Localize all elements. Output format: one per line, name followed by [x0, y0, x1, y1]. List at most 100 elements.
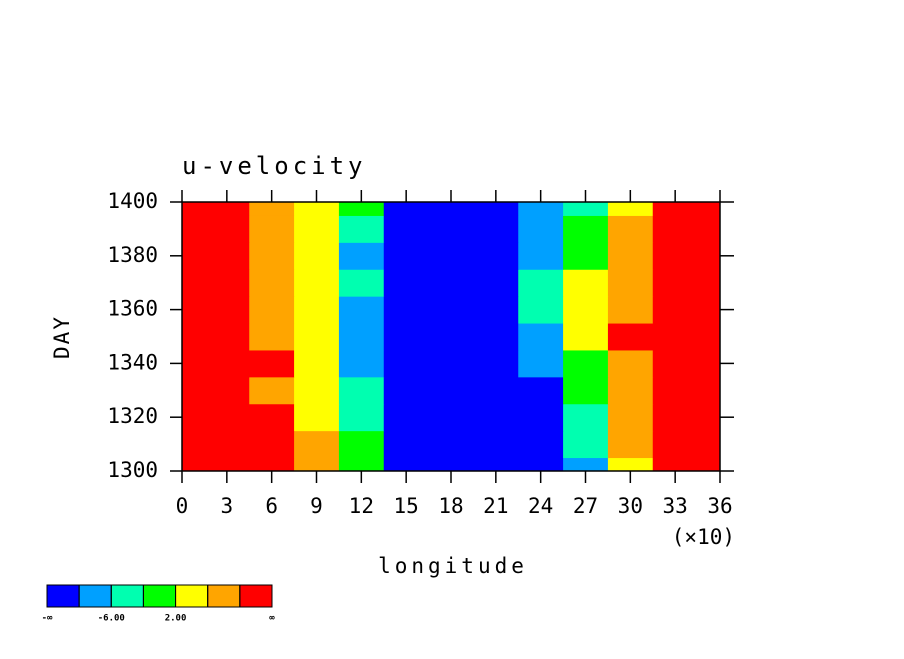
colorbar-box: [110, 584, 144, 608]
field-cell: [473, 269, 519, 297]
field-cell: [338, 269, 385, 297]
field-cell: [294, 242, 340, 270]
field-cell: [563, 269, 609, 297]
x-tick-label: 0: [176, 494, 189, 518]
x-tick-label: 15: [394, 494, 419, 518]
field-cell: [563, 430, 609, 459]
x-tick-label: 3: [221, 494, 234, 518]
field-cell: [294, 323, 340, 351]
field-cell: [652, 376, 699, 405]
field-cell: [518, 457, 564, 472]
field-cell: [294, 269, 340, 297]
field-cell: [473, 202, 519, 216]
colorbar-box: [142, 584, 177, 608]
field-cell: [182, 269, 205, 297]
field-cell: [249, 457, 295, 472]
field-cell: [563, 242, 609, 270]
field-cell: [652, 296, 699, 324]
colorbar-box: [46, 584, 80, 608]
field-cell: [204, 296, 250, 324]
field-cell: [607, 376, 654, 405]
field-cell: [338, 202, 385, 216]
field-cell: [697, 242, 721, 270]
field-cell: [294, 296, 340, 324]
field-cell: [652, 269, 699, 297]
field-cell: [294, 430, 340, 459]
field-cell: [697, 349, 721, 378]
field-cell: [607, 457, 654, 472]
field-cell: [428, 215, 474, 243]
x-tick-label: 33: [663, 494, 688, 518]
field-cell: [338, 242, 385, 270]
field-cell: [383, 215, 430, 243]
field-cell: [338, 430, 385, 459]
field-cell: [697, 457, 721, 472]
field-cell: [607, 349, 654, 378]
field-cell: [518, 296, 564, 324]
field-cell: [383, 376, 430, 405]
field-cell: [249, 403, 295, 432]
field-cell: [607, 242, 654, 270]
field-cell: [338, 457, 385, 472]
field-cell: [294, 376, 340, 405]
field-cell: [652, 323, 699, 351]
field-cell: [249, 430, 295, 459]
y-tick-label: 1360: [107, 297, 158, 321]
field-cell: [473, 323, 519, 351]
field-cell: [182, 376, 205, 405]
field-cell: [338, 215, 385, 243]
x-tick-label: 30: [618, 494, 643, 518]
colorbar-label: -∞: [42, 614, 53, 624]
field-cell: [182, 323, 205, 351]
colorbar-label: 2.00: [165, 614, 187, 624]
field-cell: [473, 242, 519, 270]
field-cell: [182, 457, 205, 472]
field-cell: [383, 403, 430, 432]
field-cell: [182, 403, 205, 432]
field-cell: [338, 349, 385, 378]
x-multiplier: (×10): [672, 525, 735, 549]
x-tick-label: 9: [310, 494, 323, 518]
field-cell: [518, 403, 564, 432]
field-cell: [607, 323, 654, 351]
colorbar-box: [78, 584, 112, 608]
field-cell: [338, 376, 385, 405]
field-cell: [473, 376, 519, 405]
field-cell: [428, 242, 474, 270]
field-cell: [182, 349, 205, 378]
field-cell: [473, 296, 519, 324]
field-cell: [563, 296, 609, 324]
colorbar-box: [207, 584, 241, 608]
field-cell: [607, 202, 654, 216]
field-cell: [652, 457, 699, 472]
field-cell: [383, 269, 430, 297]
x-tick-label: 24: [528, 494, 553, 518]
x-tick-label: 36: [707, 494, 732, 518]
field-cell: [697, 403, 721, 432]
x-tick-label: 27: [573, 494, 598, 518]
field-cell: [249, 202, 295, 216]
field-cell: [563, 403, 609, 432]
field-cell: [182, 215, 205, 243]
field-cell: [607, 215, 654, 243]
field-cell: [204, 202, 250, 216]
field-cell: [204, 457, 250, 472]
field-cell: [204, 215, 250, 243]
field-cell: [697, 430, 721, 459]
field-cell: [249, 269, 295, 297]
field-cell: [294, 457, 340, 472]
field-cell: [518, 323, 564, 351]
field-cell: [563, 376, 609, 405]
field-cell: [652, 403, 699, 432]
field-cell: [204, 376, 250, 405]
field-cell: [338, 403, 385, 432]
field-cell: [697, 376, 721, 405]
field-cell: [249, 349, 295, 378]
field-cell: [204, 242, 250, 270]
colorbar-box: [239, 584, 273, 608]
field-cell: [518, 269, 564, 297]
field-cell: [563, 202, 609, 216]
field-cell: [428, 403, 474, 432]
field-cell: [182, 296, 205, 324]
field-cell: [204, 403, 250, 432]
